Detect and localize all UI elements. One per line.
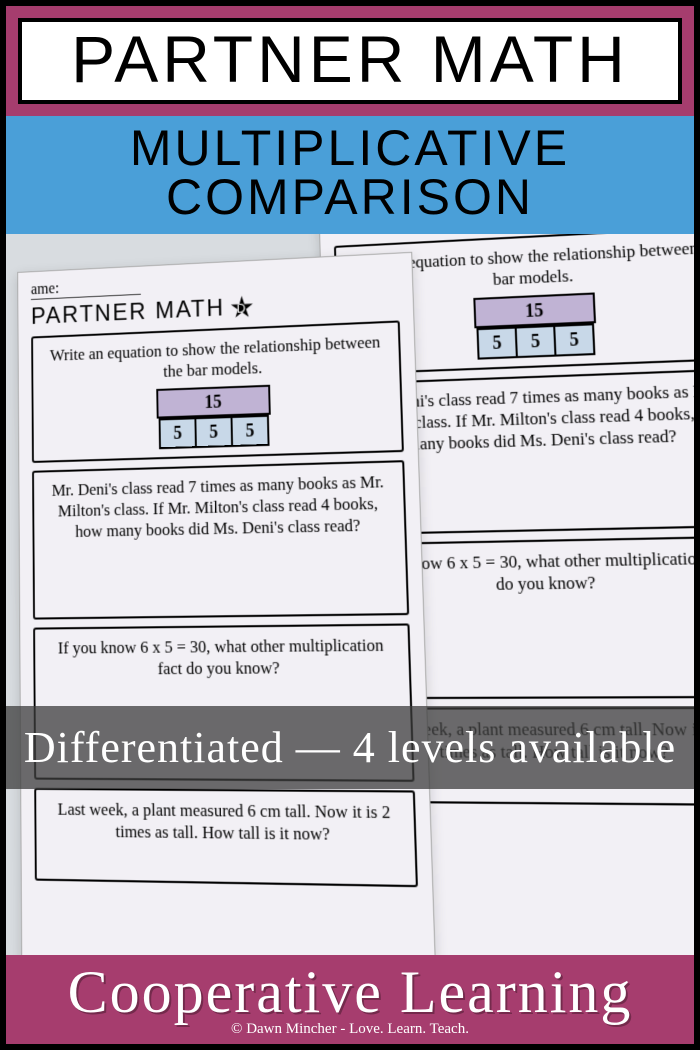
title-band: PARTNER MATH	[6, 6, 694, 116]
bottom-title: Cooperative Learning	[6, 965, 694, 1019]
worksheet-preview: PARTNER MATH D Write an equation to show…	[0, 199, 700, 993]
subtitle-band: MULTIPLICATIVE COMPARISON	[6, 116, 694, 234]
subtitle-line-2: COMPARISON	[6, 173, 694, 222]
worksheet-title: PARTNER MATH	[31, 295, 225, 331]
bar-unit: 5	[159, 417, 197, 449]
overlay-text: Differentiated — 4 levels available	[6, 722, 694, 773]
bar-unit: 5	[476, 327, 517, 360]
level-star-icon: D	[230, 295, 253, 320]
bar-model: 15 5 5 5	[43, 380, 392, 453]
bar-row: 5 5 5	[159, 415, 270, 449]
bar-top: 15	[473, 292, 596, 328]
worksheet-page-front: ame: PARTNER MATH D Write an equation to…	[17, 252, 438, 1028]
question-2: Mr. Deni's class read 7 times as many bo…	[32, 460, 409, 619]
bar-unit: 5	[231, 415, 270, 447]
overlay-band: Differentiated — 4 levels available	[6, 706, 694, 789]
question-4: Last week, a plant measured 6 cm tall. N…	[34, 787, 418, 886]
bar-unit: 5	[515, 325, 557, 358]
name-field-label: ame:	[31, 276, 141, 300]
main-title: PARTNER MATH	[22, 26, 678, 92]
product-cover: PARTNER MATH MULTIPLICATIVE COMPARISON P…	[0, 0, 700, 1050]
bar-row: 5 5 5	[476, 323, 595, 359]
bar-unit: 5	[553, 323, 595, 356]
bar-unit: 5	[194, 416, 233, 448]
title-box: PARTNER MATH	[18, 18, 682, 104]
subtitle-line-1: MULTIPLICATIVE	[6, 124, 694, 173]
bar-top: 15	[156, 384, 271, 418]
bottom-band: Cooperative Learning © Dawn Mincher - Lo…	[6, 955, 694, 1044]
question-1: Write an equation to show the relationsh…	[31, 320, 404, 462]
